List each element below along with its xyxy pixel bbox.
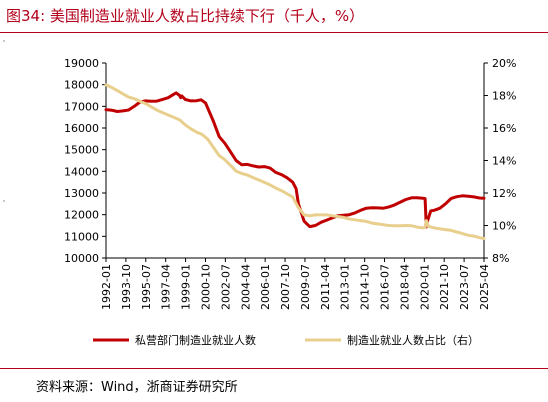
x-tick-label: 2020-01 — [418, 264, 431, 310]
y-right-tick-label: 20% — [492, 57, 516, 70]
margin-dot — [3, 200, 5, 202]
x-tick-label: 2018-04 — [398, 264, 411, 310]
title-divider — [0, 32, 548, 33]
y-left-tick-label: 18000 — [64, 79, 99, 92]
x-tick-label: 2000-10 — [199, 264, 212, 310]
y-right-tick-label: 18% — [492, 90, 516, 103]
x-tick-label: 2006-01 — [259, 264, 272, 310]
x-tick-label: 2007-10 — [279, 264, 292, 310]
x-tick-label: 2016-07 — [379, 264, 392, 310]
series-line-employment — [104, 91, 486, 229]
x-tick-label: 1992-01 — [100, 264, 113, 310]
y-left-tick-label: 16000 — [64, 122, 99, 135]
y-left-tick-label: 19000 — [64, 57, 99, 70]
y-right-tick-label: 16% — [492, 122, 516, 135]
legend-label: 私营部门制造业就业人数 — [135, 333, 256, 347]
x-tick-label: 2014-10 — [359, 264, 372, 310]
x-tick-label: 1997-04 — [160, 264, 173, 310]
y-left-tick-label: 15000 — [64, 144, 99, 157]
margin-dot — [3, 40, 5, 42]
x-tick-label: 1993-10 — [120, 264, 133, 310]
y-left-tick-label: 12000 — [64, 209, 99, 222]
x-tick-label: 2021-10 — [438, 264, 451, 310]
figure-title: 图34: 美国制造业就业人数占比持续下行（千人，%） — [6, 7, 365, 25]
source-divider — [0, 368, 548, 369]
y-left-tick-label: 14000 — [64, 165, 99, 178]
series-line-share — [104, 83, 486, 240]
x-tick-label: 2023-07 — [458, 264, 471, 310]
x-tick-label: 2002-07 — [219, 264, 232, 310]
y-right-tick-label: 10% — [492, 220, 516, 233]
x-tick-label: 2009-07 — [299, 264, 312, 310]
legend-label: 制造业就业人数占比（右） — [347, 333, 479, 347]
x-tick-label: 1999-01 — [180, 264, 193, 310]
y-right-tick-label: 8% — [492, 252, 509, 265]
x-tick-label: 2011-04 — [319, 264, 332, 310]
y-left-tick-label: 13000 — [64, 187, 99, 200]
x-tick-label: 1995-07 — [140, 264, 153, 310]
source-note: 资料来源：Wind，浙商证券研究所 — [36, 380, 238, 395]
y-right-tick-label: 14% — [492, 155, 516, 168]
y-right-tick-label: 12% — [492, 187, 516, 200]
x-tick-label: 2025-04 — [478, 264, 491, 310]
y-left-tick-label: 17000 — [64, 100, 99, 113]
x-tick-label: 2013-01 — [339, 264, 352, 310]
x-tick-label: 2004-04 — [239, 264, 252, 310]
y-left-tick-label: 10000 — [64, 252, 99, 265]
y-left-tick-label: 11000 — [64, 230, 99, 243]
